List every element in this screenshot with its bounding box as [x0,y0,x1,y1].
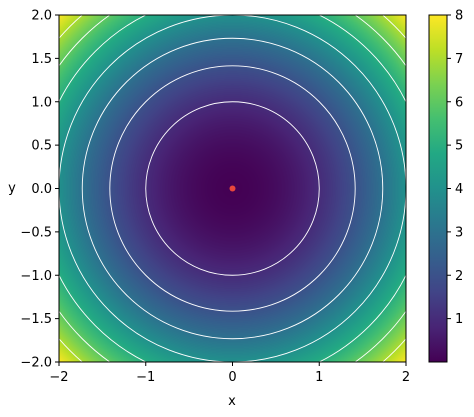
y-tick-label: 0.0 [31,182,52,197]
contour-line [81,37,384,340]
x-axis-label: x [228,394,236,409]
colorbar-tick-label: 2 [455,269,463,284]
x-tick-label: 1 [315,370,323,385]
y-tick-label: −1.5 [20,312,52,327]
colorbar-tick-label: 6 [455,95,463,110]
colorbar-tick-label: 3 [455,225,463,240]
contour-line [145,101,320,276]
x-tick-label: 0 [228,370,236,385]
x-tick-label: 2 [402,370,410,385]
y-tick-label: 0.5 [31,139,52,154]
x-axis: −2 −1 0 1 2 [49,362,410,385]
colorbar-tick-label: 8 [455,9,463,24]
y-tick-label: −0.5 [20,225,52,240]
x-tick-label: −1 [136,370,155,385]
contour-lines [59,15,406,362]
y-axis: −2.0 −1.5 −1.0 −0.5 0.0 0.5 1.0 1.5 2.0 [20,9,59,371]
center-marker [229,185,236,192]
y-tick-label: −1.0 [20,269,52,284]
y-tick-label: 2.0 [31,9,52,24]
colorbar: 1 2 3 4 5 6 7 8 [428,9,463,363]
y-tick-label: 1.5 [31,52,52,67]
contour-line [109,65,356,312]
plot-area [58,14,407,363]
colorbar-ticks: 1 2 3 4 5 6 7 8 [447,9,463,327]
colorbar-tick-label: 4 [455,182,463,197]
y-tick-label: 1.0 [31,95,52,110]
x-tick-label: −2 [49,370,68,385]
colorbar-gradient [429,15,447,362]
colorbar-tick-label: 1 [455,312,463,327]
colorbar-tick-label: 7 [455,52,463,67]
colorbar-tick-label: 5 [455,139,463,154]
y-axis-label: y [8,181,16,196]
y-tick-label: −2.0 [20,356,52,371]
